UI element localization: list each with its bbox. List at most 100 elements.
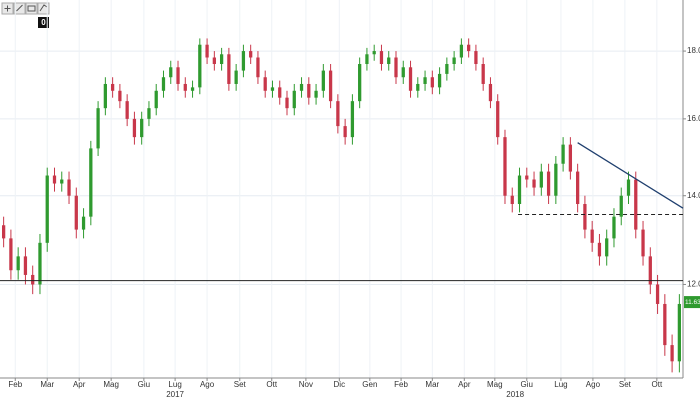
candle-body [372,51,376,55]
x-tick-label: Mag [487,380,503,389]
candle-body [190,87,195,91]
candle-body [634,179,638,230]
candle-body [576,171,580,205]
x-tick-label: Ott [266,380,277,389]
candle-body [161,77,166,91]
candle-body [140,118,144,138]
candle-body [205,44,209,58]
candle-body [437,73,442,88]
candle-body [314,90,318,98]
y-tick-label: 16.00 [687,114,700,123]
layout-button[interactable] [25,2,38,15]
toolbar: 0 [1,2,50,28]
candle-body [677,303,682,362]
candle-body [561,144,565,164]
candle-body [96,108,100,149]
candle-body [525,175,529,180]
x-tick-label: Feb [394,380,408,389]
candle-body [103,83,107,109]
x-tick-label: Giu [521,380,533,389]
candle-body [467,44,471,52]
candle-body [118,90,122,102]
candle-body [496,101,500,138]
candle-body [488,83,493,102]
candle-body [481,64,485,84]
candle-body [619,195,623,217]
candle-body [539,171,543,188]
candle-body [546,171,551,196]
candle-body [67,179,71,196]
candle-body [234,70,238,84]
candle-body [445,64,449,74]
edit-button[interactable] [37,2,50,15]
candle-body [510,195,514,205]
candle-body [278,87,282,98]
candle-body [452,57,456,65]
candle-body [641,229,645,257]
candle-body [89,148,93,217]
x-tick-label: Ago [200,380,215,389]
candle-body [532,179,536,188]
candle-body [212,57,216,65]
candle-body [379,51,384,65]
candle-body [60,179,64,184]
candle-body [16,256,20,271]
candle-body [648,256,652,285]
candle-body [132,118,137,138]
candle-body [583,204,587,230]
candle-body [336,101,340,127]
candle-body [517,175,522,205]
x-tick-label: Gen [362,380,377,389]
candle-body [590,229,594,243]
x-tick-label: Nov [299,380,313,389]
candle-body [503,137,507,196]
candle-body [626,179,631,196]
candle-body [154,90,158,109]
candle-body [597,242,602,257]
badge-box [38,17,49,28]
x-tick-label: Mag [103,380,119,389]
x-tick-label: Set [619,380,632,389]
candle-body [256,57,260,78]
candle-body [358,64,362,102]
candle-body [52,175,57,184]
candle-body [147,108,151,119]
candle-body [292,90,296,109]
candle-body [350,101,355,138]
candle-body [74,195,78,230]
trend-line [577,142,684,209]
candle-body [605,238,609,257]
candle-body [568,144,573,172]
x-tick-label: Lug [168,380,181,389]
candle-body [299,83,304,91]
x-tick-label: Dic [334,380,346,389]
candle-body [270,87,275,91]
candle-body [169,67,173,78]
candle-body [307,83,311,98]
candle-body [110,83,115,91]
candle-body [23,256,28,275]
candle-body [423,77,427,84]
candle-body [554,163,558,196]
candle-body [365,54,369,65]
candle-body [285,97,289,109]
candle-body [249,51,253,58]
candle-body [416,83,420,91]
x-tick-label: Mar [425,380,439,389]
candle-body [670,345,674,362]
candle-body [198,44,202,88]
candle-body [183,83,187,91]
y-tick-label: 12.00 [687,280,700,289]
x-tick-label: Giu [138,380,150,389]
candle-body [81,216,86,230]
x-tick-label: Apr [458,380,471,389]
candle-body [38,242,42,285]
year-label: 2017 [166,390,184,399]
candle-body [219,54,224,65]
y-tick-label: 18.00 [687,46,700,55]
candle-body [408,67,413,91]
candle-body [474,51,478,65]
candle-body [430,77,434,88]
candle-body [459,44,464,58]
